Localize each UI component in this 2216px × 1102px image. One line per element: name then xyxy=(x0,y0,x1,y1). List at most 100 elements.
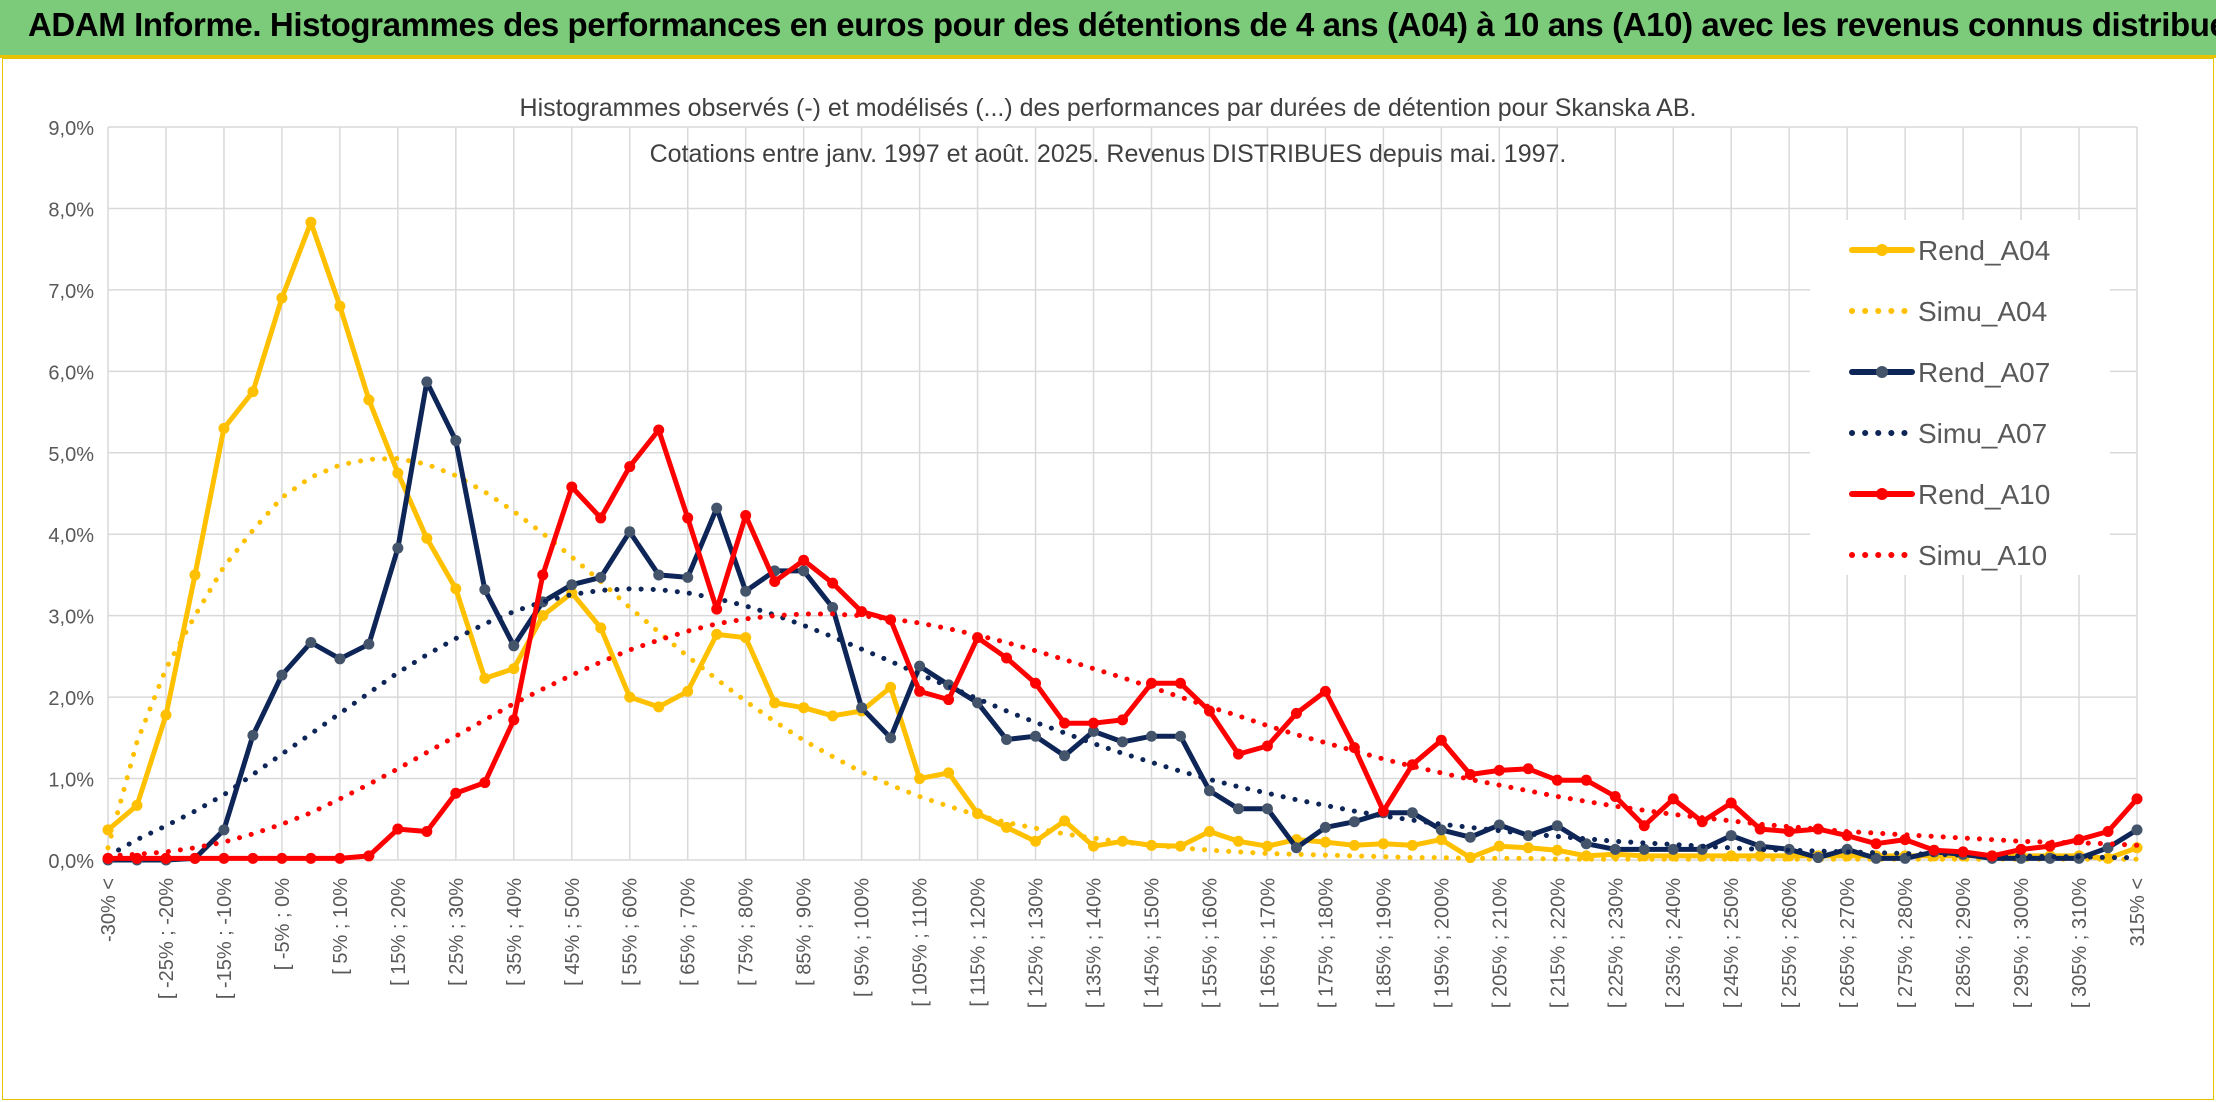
data-point-rend-a10 xyxy=(2131,793,2143,805)
data-point-rend-a07 xyxy=(1435,824,1447,836)
data-point-rend-a07 xyxy=(1522,830,1534,842)
data-point-rend-a04 xyxy=(160,709,172,721)
data-point-rend-a04 xyxy=(1435,834,1447,846)
data-point-rend-a07 xyxy=(1812,852,1824,864)
data-point-rend-a04 xyxy=(1348,839,1360,851)
data-point-rend-a04 xyxy=(682,685,694,697)
data-point-rend-a10 xyxy=(508,714,520,726)
series-line-simu-a07 xyxy=(105,586,2140,861)
x-tick-label: [ 75% ; 80% xyxy=(736,878,758,986)
data-point-rend-a10 xyxy=(1551,774,1563,786)
data-point-rend-a10 xyxy=(1870,838,1882,850)
y-tick-label: 7,0% xyxy=(48,281,94,303)
data-point-rend-a10 xyxy=(653,424,665,436)
data-point-rend-a04 xyxy=(450,583,462,595)
data-point-rend-a10 xyxy=(1522,763,1534,775)
data-point-rend-a10 xyxy=(1464,768,1476,780)
data-point-rend-a04 xyxy=(392,467,404,479)
data-point-rend-a04 xyxy=(334,300,346,312)
data-point-rend-a07 xyxy=(218,824,230,836)
data-point-rend-a04 xyxy=(102,824,114,836)
data-point-rend-a10 xyxy=(2102,825,2114,837)
data-point-rend-a07 xyxy=(305,637,317,649)
data-point-rend-a07 xyxy=(856,702,868,714)
data-point-rend-a04 xyxy=(885,681,897,693)
data-point-rend-a10 xyxy=(1986,850,1998,862)
legend-label-rend-a04: Rend_A04 xyxy=(1918,235,2050,266)
data-point-rend-a04 xyxy=(1030,835,1042,847)
data-point-rend-a04 xyxy=(537,610,549,622)
legend-label-simu-a04: Simu_A04 xyxy=(1918,296,2047,327)
data-point-rend-a04 xyxy=(1261,840,1273,852)
series-line-simu-a10 xyxy=(105,611,2140,859)
data-point-rend-a10 xyxy=(1059,717,1071,729)
data-point-rend-a07 xyxy=(1030,730,1042,742)
chart-subtitle: Cotations entre janv. 1997 et août. 2025… xyxy=(650,140,1567,168)
legend-label-simu-a10: Simu_A10 xyxy=(1918,540,2047,571)
data-point-rend-a07 xyxy=(653,569,665,581)
chart-frame xyxy=(2,58,2214,1100)
data-point-rend-a10 xyxy=(1030,677,1042,689)
data-point-rend-a10 xyxy=(1928,844,1940,856)
data-point-rend-a07 xyxy=(450,435,462,447)
data-point-rend-a10 xyxy=(1319,685,1331,697)
data-point-rend-a10 xyxy=(827,577,839,589)
data-point-rend-a07 xyxy=(1464,831,1476,843)
data-point-rend-a04 xyxy=(769,697,781,709)
data-point-rend-a04 xyxy=(798,702,810,714)
data-point-rend-a10 xyxy=(421,825,433,837)
data-point-rend-a04 xyxy=(1088,840,1100,852)
data-point-rend-a07 xyxy=(1348,816,1360,828)
legend-marker-rend-a04 xyxy=(1876,244,1888,256)
x-tick-label: [ 125% ; 130% xyxy=(1026,878,1048,1008)
data-point-rend-a04 xyxy=(1232,835,1244,847)
data-point-rend-a07 xyxy=(1001,733,1013,745)
data-point-rend-a04 xyxy=(653,701,665,713)
data-point-rend-a04 xyxy=(1145,839,1157,851)
y-tick-label: 2,0% xyxy=(48,688,94,710)
x-tick-label: [ -25% ; -20% xyxy=(156,878,178,999)
data-point-rend-a04 xyxy=(1551,844,1563,856)
legend-marker-rend-a10 xyxy=(1876,488,1888,500)
x-tick-label: [ 175% ; 180% xyxy=(1315,878,1337,1008)
data-point-rend-a10 xyxy=(479,777,491,789)
data-point-rend-a04 xyxy=(247,386,259,398)
x-tick-label: [ 225% ; 230% xyxy=(1605,878,1627,1008)
data-point-rend-a07 xyxy=(1145,730,1157,742)
report-title: ADAM Informe. Histogrammes des performan… xyxy=(28,6,2216,43)
x-tick-label: -30% < xyxy=(98,878,120,942)
data-point-rend-a10 xyxy=(1493,764,1505,776)
data-point-rend-a07 xyxy=(711,502,723,514)
data-point-rend-a10 xyxy=(1117,714,1128,726)
data-point-rend-a07 xyxy=(1580,838,1592,850)
x-tick-label: [ 115% ; 120% xyxy=(968,878,990,1007)
data-point-rend-a07 xyxy=(1232,803,1244,815)
data-point-rend-a04 xyxy=(479,672,491,684)
data-point-rend-a07 xyxy=(682,571,694,583)
data-point-rend-a10 xyxy=(1638,820,1650,832)
data-point-rend-a04 xyxy=(914,773,926,785)
data-point-rend-a10 xyxy=(798,554,810,566)
x-tick-label: [ 55% ; 60% xyxy=(620,878,642,986)
data-point-rend-a10 xyxy=(1377,805,1389,817)
legend-label-simu-a07: Simu_A07 xyxy=(1918,418,2047,449)
legend-label-rend-a07: Rend_A07 xyxy=(1918,357,2050,388)
x-tick-label: [ 145% ; 150% xyxy=(1141,878,1163,1008)
data-point-rend-a07 xyxy=(566,579,578,591)
x-tick-label: [ 45% ; 50% xyxy=(562,878,584,986)
data-point-rend-a04 xyxy=(276,292,288,304)
data-point-rend-a04 xyxy=(421,532,433,544)
data-point-rend-a07 xyxy=(1870,852,1882,864)
x-tick-label: [ 295% ; 300% xyxy=(2011,878,2033,1008)
x-axis-ticks: -30% < [ -25% ; -20% [ -15% ; -10% [ -5% ; … xyxy=(98,878,2149,1008)
data-point-rend-a10 xyxy=(305,852,317,864)
x-tick-label: [ 305% ; 310% xyxy=(2069,878,2091,1008)
y-tick-label: 6,0% xyxy=(48,362,94,384)
data-point-rend-a10 xyxy=(1841,830,1853,842)
x-tick-label: [ 235% ; 240% xyxy=(1663,878,1685,1008)
data-point-rend-a04 xyxy=(1001,821,1013,833)
data-point-rend-a10 xyxy=(160,852,172,864)
data-point-rend-a10 xyxy=(1696,816,1708,828)
data-point-rend-a10 xyxy=(1609,790,1621,802)
data-point-rend-a07 xyxy=(1551,820,1563,832)
